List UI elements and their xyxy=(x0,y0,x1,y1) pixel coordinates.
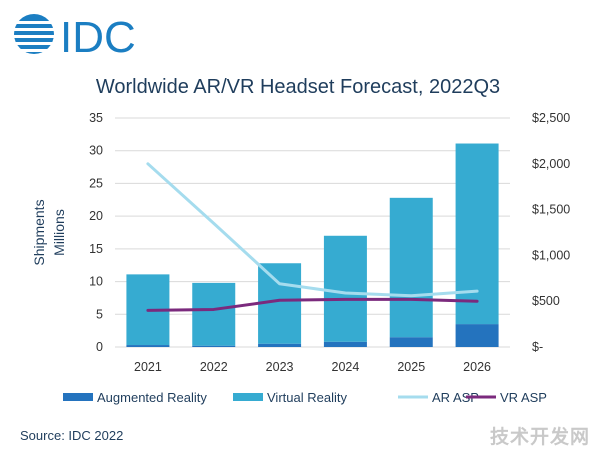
bar-augmented-reality xyxy=(258,343,302,347)
y-tick-right: $2,000 xyxy=(532,157,570,171)
legend-label: VR ASP xyxy=(500,390,547,405)
line-ar-asp xyxy=(146,162,479,298)
x-tick: 2024 xyxy=(332,360,360,374)
bar-augmented-reality xyxy=(192,345,236,347)
y-axis-label: Shipments Millions xyxy=(31,199,67,265)
y-tick-left: 20 xyxy=(89,209,103,223)
bar-augmented-reality xyxy=(389,337,433,347)
idc-logo: IDC xyxy=(14,13,136,58)
x-tick: 2023 xyxy=(266,360,294,374)
bar-augmented-reality xyxy=(323,341,367,347)
y-axis-label-line: Millions xyxy=(51,209,67,256)
y-tick-right: $500 xyxy=(532,294,560,308)
x-tick: 2026 xyxy=(463,360,491,374)
legend: Augmented Reality Virtual Reality AR ASP VR… xyxy=(63,390,547,405)
legend-label: Virtual Reality xyxy=(267,390,347,405)
x-tick: 2025 xyxy=(397,360,425,374)
ticks: 05101520253035$-$500$1,000$1,500$2,000$2… xyxy=(89,111,570,374)
y-tick-left: 0 xyxy=(96,340,103,354)
legend-label: AR ASP xyxy=(432,390,479,405)
bar-virtual-reality xyxy=(389,197,433,338)
bar-virtual-reality xyxy=(192,282,236,346)
y-tick-left: 30 xyxy=(89,144,103,158)
grid xyxy=(115,117,510,348)
chart-title: Worldwide AR/VR Headset Forecast, 2022Q3 xyxy=(95,76,501,98)
legend-label: Augmented Reality xyxy=(97,390,207,405)
y-tick-left: 10 xyxy=(89,275,103,289)
bar-virtual-reality xyxy=(323,235,367,342)
y-tick-left: 35 xyxy=(89,111,103,125)
lines xyxy=(146,162,479,312)
bar-augmented-reality xyxy=(126,345,170,347)
y-tick-left: 5 xyxy=(96,307,103,321)
y-tick-right: $1,500 xyxy=(532,203,570,217)
bar-augmented-reality xyxy=(455,324,499,347)
x-tick: 2021 xyxy=(134,360,162,374)
legend-swatch xyxy=(63,393,93,401)
y-axis-label-line: Shipments xyxy=(31,199,47,265)
globe-icon xyxy=(14,14,54,54)
y-tick-left: 15 xyxy=(89,242,103,256)
logo-text: IDC xyxy=(60,13,136,58)
y-tick-right: $2,500 xyxy=(532,111,570,125)
watermark: 技术开发网 xyxy=(489,427,590,448)
x-tick: 2022 xyxy=(200,360,228,374)
y-tick-right: $1,000 xyxy=(532,248,570,262)
source-note: Source: IDC 2022 xyxy=(20,428,124,443)
line-vr-asp xyxy=(146,297,479,312)
bars xyxy=(126,143,499,347)
legend-swatch xyxy=(233,393,263,401)
y-tick-right: $- xyxy=(532,340,543,354)
bar-virtual-reality xyxy=(455,143,499,325)
y-tick-left: 25 xyxy=(89,176,103,190)
